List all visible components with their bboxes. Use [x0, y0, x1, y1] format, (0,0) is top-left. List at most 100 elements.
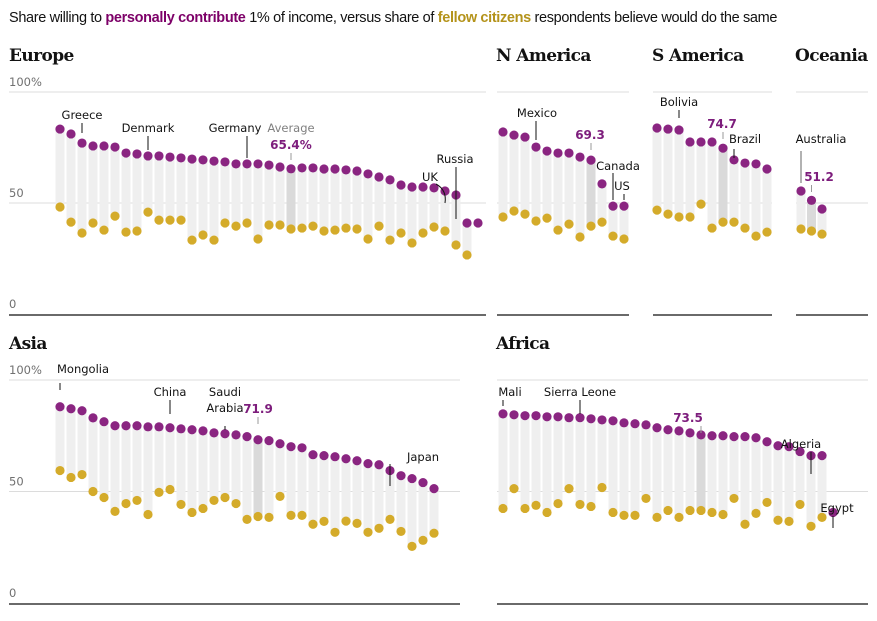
- stem: [396, 185, 406, 233]
- stem: [542, 151, 552, 219]
- stem: [553, 153, 563, 231]
- fellow-dot: [619, 234, 629, 244]
- personal-dot: [198, 426, 208, 436]
- personal-dot: [253, 435, 263, 445]
- subtitle-personal-key: personally contribute: [105, 10, 246, 26]
- country-label: China: [154, 385, 187, 399]
- fellow-dot: [154, 215, 164, 225]
- personal-dot: [652, 423, 662, 433]
- country-label: Bolivia: [660, 95, 698, 109]
- country-label: Denmark: [122, 121, 175, 135]
- stem: [319, 169, 329, 231]
- stem: [374, 177, 384, 227]
- stem: [363, 173, 373, 239]
- personal-dot: [784, 442, 794, 452]
- personal-dot: [531, 142, 541, 152]
- personal-dot: [473, 218, 483, 228]
- fellow-dot: [407, 238, 417, 248]
- stem: [718, 435, 728, 515]
- fellow-dot: [418, 228, 428, 238]
- personal-dot: [242, 432, 252, 442]
- personal-dot: [806, 195, 817, 205]
- stem: [297, 167, 307, 229]
- stem: [264, 165, 274, 225]
- stem: [751, 163, 761, 237]
- personal-dot: [77, 138, 87, 148]
- fellow-dot: [652, 205, 662, 215]
- average-value: 73.5: [673, 411, 703, 425]
- fellow-dot: [308, 519, 318, 529]
- fellow-dot: [385, 235, 395, 245]
- stem: [418, 187, 428, 233]
- personal-dot: [542, 412, 552, 422]
- country-label: Sierra Leone: [544, 385, 616, 399]
- fellow-dot: [176, 215, 186, 225]
- fellow-dot: [264, 512, 274, 522]
- fellow-dot: [66, 472, 76, 483]
- fellow-dot: [509, 206, 519, 216]
- fellow-dot: [531, 216, 541, 226]
- fellow-dot: [498, 503, 508, 514]
- fellow-dot: [264, 220, 274, 230]
- personal-dot: [707, 137, 717, 147]
- stem: [685, 141, 695, 217]
- fellow-dot: [531, 500, 541, 510]
- average-value: 74.7: [707, 117, 737, 131]
- fellow-dot: [796, 224, 806, 234]
- personal-dot: [231, 159, 241, 169]
- personal-dot: [773, 441, 783, 451]
- fellow-dot: [154, 487, 164, 497]
- stem: [341, 169, 351, 229]
- personal-dot: [132, 149, 142, 159]
- region-title-europe: Europe: [9, 46, 74, 66]
- stem: [407, 187, 417, 243]
- stem: [121, 153, 131, 233]
- personal-dot: [729, 432, 739, 442]
- fellow-dot: [597, 217, 607, 227]
- stem: [597, 183, 607, 223]
- personal-dot: [110, 142, 120, 152]
- personal-dot: [275, 162, 285, 172]
- personal-dot: [330, 452, 340, 462]
- average-stem: [253, 439, 263, 517]
- stem: [608, 420, 618, 513]
- personal-dot: [520, 411, 530, 421]
- fellow-dot: [509, 484, 519, 494]
- personal-dot: [66, 129, 76, 139]
- personal-dot: [553, 148, 563, 158]
- leader-line: [435, 183, 446, 204]
- fellow-dot: [66, 217, 76, 227]
- fellow-dot: [242, 218, 252, 228]
- stem: [773, 445, 783, 521]
- stem: [597, 419, 607, 488]
- personal-dot: [509, 410, 519, 420]
- country-label: Mali: [498, 385, 521, 399]
- stem: [564, 417, 574, 489]
- personal-dot: [520, 132, 530, 142]
- stem: [363, 463, 373, 533]
- personal-dot: [418, 182, 428, 192]
- personal-dot: [242, 159, 252, 169]
- personal-dot: [696, 430, 706, 440]
- personal-dot: [143, 151, 153, 161]
- fellow-dot: [520, 209, 530, 219]
- personal-dot: [154, 422, 164, 432]
- fellow-dot: [319, 226, 329, 236]
- stem: [264, 440, 274, 518]
- stem: [542, 416, 552, 513]
- fellow-dot: [740, 519, 750, 529]
- personal-dot: [352, 456, 362, 466]
- average-stem: [718, 148, 728, 223]
- stem: [187, 429, 197, 513]
- fellow-dot: [286, 224, 296, 234]
- stem: [209, 432, 219, 501]
- personal-dot: [440, 186, 450, 196]
- personal-dot: [674, 426, 684, 436]
- stem: [663, 129, 673, 215]
- region-title-asia: Asia: [8, 334, 47, 354]
- fellow-dot: [564, 484, 574, 494]
- personal-dot: [308, 163, 318, 173]
- fellow-dot: [597, 482, 607, 493]
- stem: [641, 424, 651, 499]
- personal-dot: [429, 484, 439, 494]
